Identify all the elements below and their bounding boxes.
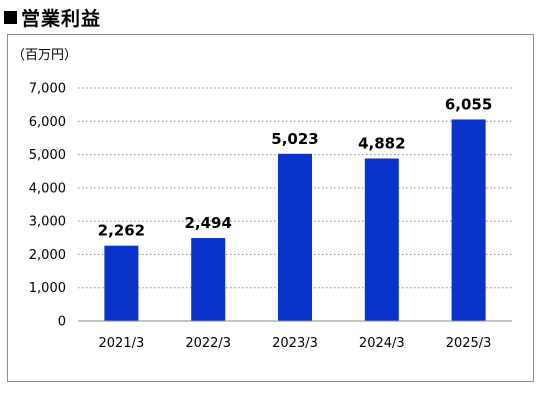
- data-label: 2,494: [184, 214, 231, 232]
- x-tick-label: 2022/3: [185, 336, 231, 351]
- y-tick-label: 7,000: [29, 82, 66, 97]
- x-axis-ticks: 2021/3 2022/3 2023/3 2024/3 2025/3: [99, 336, 492, 351]
- data-label: 4,882: [358, 134, 405, 152]
- data-label: 5,023: [271, 130, 318, 148]
- chart-title: 営業利益: [4, 4, 101, 31]
- y-tick-label: 6,000: [29, 115, 66, 130]
- bar: [364, 158, 399, 321]
- chart-title-text: 営業利益: [21, 8, 102, 30]
- bar: [278, 153, 312, 321]
- x-tick-label: 2025/3: [446, 336, 492, 351]
- y-tick-label: 5,000: [29, 148, 66, 163]
- x-tick-label: 2024/3: [359, 336, 405, 351]
- bars: [104, 119, 486, 321]
- y-axis-ticks: 0 1,000 2,000 3,000 4,000 5,000 6,000 7,000: [29, 82, 66, 330]
- y-tick-label: 4,000: [29, 181, 66, 196]
- bar: [451, 119, 486, 321]
- data-labels: 2,262 2,494 5,023 4,882 6,055: [98, 95, 493, 239]
- chart-frame: [7, 34, 534, 382]
- bar: [104, 245, 139, 321]
- square-bullet-icon: [4, 11, 17, 24]
- y-axis-unit: （百万円）: [12, 48, 78, 63]
- data-label: 2,262: [98, 222, 145, 240]
- data-label: 6,055: [445, 95, 492, 113]
- y-tick-label: 2,000: [29, 248, 66, 263]
- x-tick-label: 2021/3: [99, 336, 145, 351]
- bar: [191, 237, 226, 321]
- x-tick-label: 2023/3: [272, 336, 318, 351]
- y-tick-label: 3,000: [29, 215, 66, 230]
- y-tick-label: 1,000: [29, 281, 66, 296]
- y-tick-label: 0: [58, 315, 66, 330]
